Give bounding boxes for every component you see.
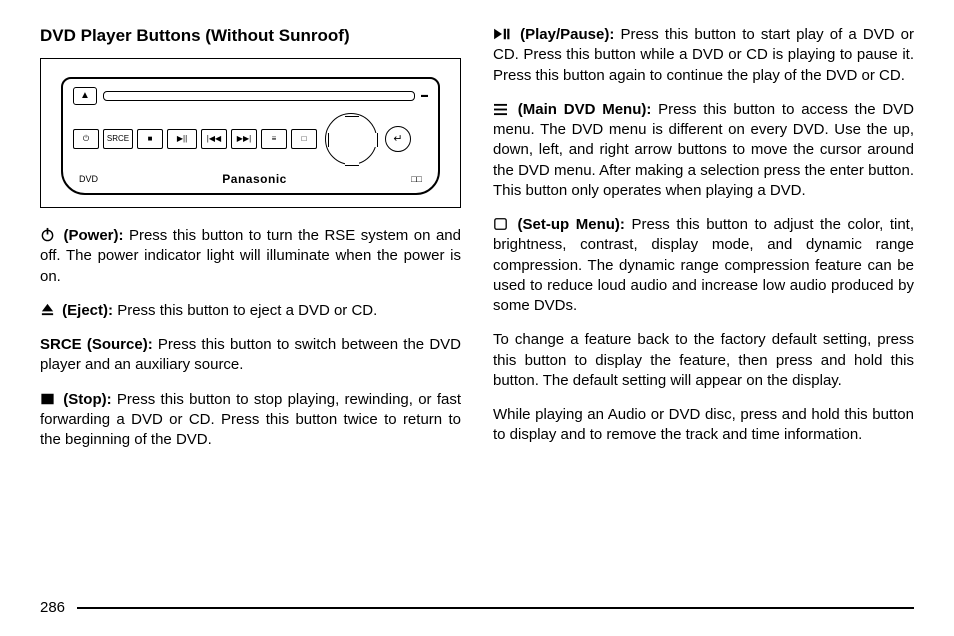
return-btn: ↵ [385,126,411,152]
left-column: DVD Player Buttons (Without Sunroof) ▲ ▬… [40,25,461,464]
play-btn: ▶|| [167,129,197,149]
rev-btn: |◀◀ [201,129,227,149]
stop-btn: ■ [137,129,163,149]
page-footer: 286 [40,599,914,616]
paragraph: To change a feature back to the factory … [493,330,914,391]
dvd-diagram: ▲ ▬ ⏻ SRCE ■ ▶|| |◀◀ ▶▶| ≡ □ ↵ D [40,58,461,208]
paragraph: (Play/Pause): Press this button to start… [493,25,914,86]
setup-btn: □ [291,129,317,149]
section-title: DVD Player Buttons (Without Sunroof) [40,25,461,48]
brand-center: Panasonic [222,171,287,187]
page-number: 286 [40,599,65,616]
menu-btn: ≡ [261,129,287,149]
brand-right: □□ [411,173,422,185]
right-column: (Play/Pause): Press this button to start… [493,25,914,464]
paragraph: SRCE (Source): Press this button to swit… [40,335,461,376]
power-btn: ⏻ [73,129,99,149]
paragraph: (Set-up Menu): Press this button to adju… [493,215,914,316]
brand-left: DVD [79,173,98,185]
fwd-btn: ▶▶| [231,129,257,149]
paragraph: (Eject): Press this button to eject a DV… [40,301,461,321]
paragraph: (Power): Press this button to turn the R… [40,226,461,287]
srce-btn: SRCE [103,129,133,149]
dpad-icon [325,113,377,165]
paragraph: (Main DVD Menu): Press this button to ac… [493,100,914,201]
paragraph: While playing an Audio or DVD disc, pres… [493,405,914,446]
paragraph: (Stop): Press this button to stop playin… [40,390,461,451]
eject-button-icon: ▲ [73,87,97,105]
